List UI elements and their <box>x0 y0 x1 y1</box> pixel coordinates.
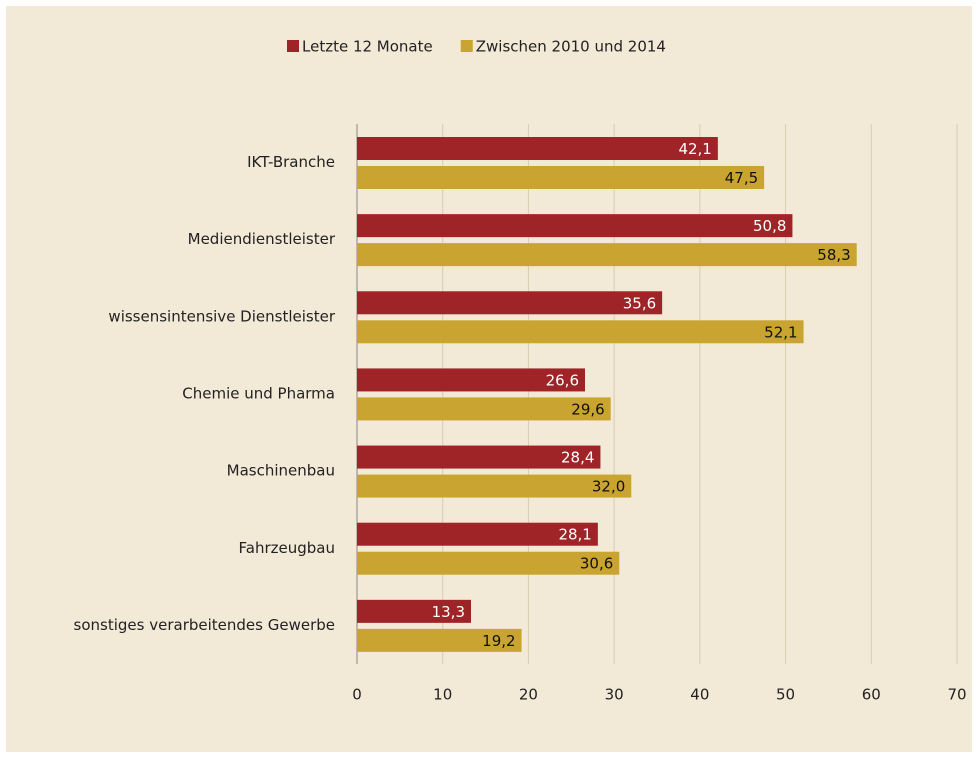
x-tick-label: 30 <box>605 686 624 704</box>
category-label: Fahrzeugbau <box>239 539 335 557</box>
value-label: 42,1 <box>678 140 711 158</box>
value-label: 28,4 <box>561 449 594 467</box>
bar <box>357 445 601 469</box>
legend-label: Zwischen 2010 und 2014 <box>476 38 666 56</box>
bar <box>357 551 620 575</box>
category-label: IKT-Branche <box>247 153 335 171</box>
value-label: 32,0 <box>592 478 625 496</box>
legend-swatch <box>460 40 473 52</box>
x-tick-label: 70 <box>947 686 966 704</box>
x-tick-label: 40 <box>690 686 709 704</box>
value-label: 19,2 <box>482 632 515 650</box>
bar <box>357 166 765 189</box>
value-label: 26,6 <box>546 371 579 389</box>
bar <box>357 291 663 315</box>
bar <box>357 474 632 498</box>
bar <box>357 320 804 344</box>
bar <box>357 243 857 267</box>
x-tick-label: 50 <box>776 686 795 704</box>
bar <box>357 214 793 238</box>
x-tick-label: 60 <box>862 686 881 704</box>
category-label: wissensintensive Dienstleister <box>108 307 335 325</box>
category-label: sonstiges verarbeitendes Gewerbe <box>74 616 335 634</box>
value-label: 29,6 <box>571 400 604 418</box>
value-label: 30,6 <box>580 555 613 573</box>
category-label: Chemie und Pharma <box>182 385 335 403</box>
x-tick-label: 20 <box>519 686 538 704</box>
bar <box>357 397 611 421</box>
value-label: 47,5 <box>725 169 758 187</box>
legend-swatch <box>287 40 299 52</box>
x-tick-label: 10 <box>433 686 452 704</box>
x-tick-label: 0 <box>352 686 362 704</box>
bar <box>357 137 718 160</box>
bar <box>357 599 471 623</box>
category-label: Maschinenbau <box>227 462 335 480</box>
category-label: Mediendienstleister <box>188 230 336 248</box>
legend-label: Letzte 12 Monate <box>302 38 433 56</box>
value-label: 52,1 <box>764 323 797 341</box>
value-label: 13,3 <box>432 603 465 621</box>
bar <box>357 522 598 546</box>
value-label: 28,1 <box>558 526 591 544</box>
value-label: 35,6 <box>623 294 656 312</box>
bar <box>357 628 522 652</box>
value-label: 50,8 <box>753 217 786 235</box>
value-label: 58,3 <box>817 246 850 264</box>
bar <box>357 368 585 392</box>
